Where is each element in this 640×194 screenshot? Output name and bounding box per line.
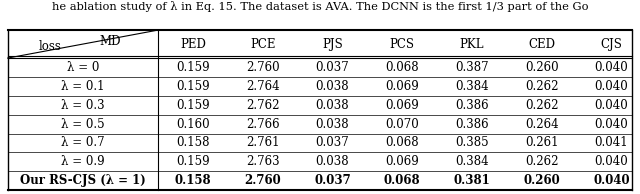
Text: 0.038: 0.038 [316,80,349,93]
Text: 0.386: 0.386 [455,118,489,131]
Text: 0.262: 0.262 [525,155,559,168]
Text: 0.381: 0.381 [454,174,490,187]
Text: 2.764: 2.764 [246,80,280,93]
Text: 0.038: 0.038 [316,99,349,112]
Text: 0.262: 0.262 [525,99,559,112]
Text: 0.264: 0.264 [525,118,559,131]
Text: 0.159: 0.159 [176,61,210,74]
Text: 0.068: 0.068 [385,136,419,149]
Text: 0.040: 0.040 [595,99,628,112]
Text: 0.069: 0.069 [385,99,419,112]
Text: 2.760: 2.760 [244,174,281,187]
Text: PKL: PKL [460,38,484,51]
Text: 2.762: 2.762 [246,99,280,112]
Text: 0.069: 0.069 [385,155,419,168]
Text: 0.160: 0.160 [176,118,210,131]
Text: 0.262: 0.262 [525,80,559,93]
Text: 0.159: 0.159 [176,80,210,93]
Text: 0.387: 0.387 [455,61,489,74]
Text: 0.260: 0.260 [524,174,560,187]
Text: 0.038: 0.038 [316,118,349,131]
Text: 2.761: 2.761 [246,136,280,149]
Text: 0.385: 0.385 [455,136,489,149]
Text: λ = 0.9: λ = 0.9 [61,155,105,168]
Text: PJS: PJS [322,38,343,51]
Text: CED: CED [528,38,556,51]
Text: 0.158: 0.158 [175,174,211,187]
Text: 0.260: 0.260 [525,61,559,74]
Text: he ablation study of λ in Eq. 15. The dataset is AVA. The DCNN is the first 1/3 : he ablation study of λ in Eq. 15. The da… [52,1,588,12]
Text: λ = 0.1: λ = 0.1 [61,80,104,93]
Text: 0.159: 0.159 [176,155,210,168]
Text: 0.386: 0.386 [455,99,489,112]
Text: 0.068: 0.068 [384,174,420,187]
Text: 0.040: 0.040 [593,174,630,187]
Text: PED: PED [180,38,206,51]
Text: 0.158: 0.158 [176,136,210,149]
Text: λ = 0: λ = 0 [67,61,99,74]
Text: Our RS-CJS (λ = 1): Our RS-CJS (λ = 1) [20,174,146,187]
Text: 0.070: 0.070 [385,118,419,131]
Text: 0.068: 0.068 [385,61,419,74]
Text: CJS: CJS [600,38,623,51]
Text: 0.037: 0.037 [316,61,349,74]
Text: 0.040: 0.040 [595,118,628,131]
Text: 0.261: 0.261 [525,136,559,149]
Text: 0.040: 0.040 [595,80,628,93]
Text: λ = 0.5: λ = 0.5 [61,118,105,131]
Text: 0.037: 0.037 [314,174,351,187]
Text: PCS: PCS [390,38,415,51]
Text: 0.069: 0.069 [385,80,419,93]
Text: 2.763: 2.763 [246,155,280,168]
Text: 0.040: 0.040 [595,61,628,74]
Text: 0.384: 0.384 [455,155,489,168]
Text: loss: loss [38,40,61,53]
Text: PCE: PCE [250,38,275,51]
Text: 2.766: 2.766 [246,118,280,131]
Text: 0.038: 0.038 [316,155,349,168]
Text: 2.760: 2.760 [246,61,280,74]
Text: 0.041: 0.041 [595,136,628,149]
Text: 0.384: 0.384 [455,80,489,93]
Text: 0.159: 0.159 [176,99,210,112]
Text: 0.040: 0.040 [595,155,628,168]
Text: 0.037: 0.037 [316,136,349,149]
Text: λ = 0.3: λ = 0.3 [61,99,105,112]
Text: λ = 0.7: λ = 0.7 [61,136,105,149]
Text: MD: MD [99,35,121,48]
